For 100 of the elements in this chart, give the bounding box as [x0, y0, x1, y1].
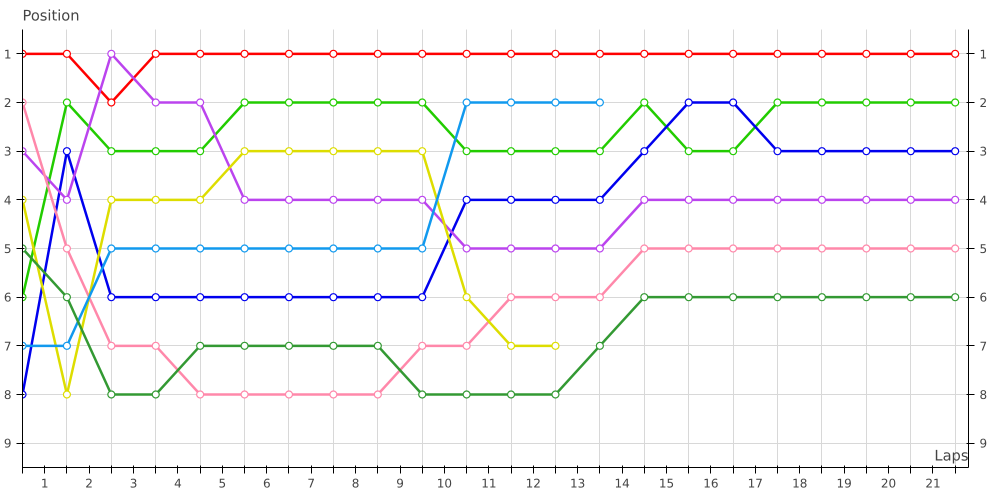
x-tick-label: 16 [703, 476, 719, 490]
point [329, 244, 338, 253]
point [374, 342, 382, 350]
point [152, 98, 160, 107]
point [62, 98, 72, 107]
y2-tick-label: 4 [980, 193, 988, 208]
x-tick-label: 7 [307, 476, 316, 490]
point [62, 390, 72, 399]
point [729, 147, 738, 156]
point [107, 293, 116, 302]
point [196, 342, 204, 350]
point [284, 147, 294, 156]
point [374, 390, 382, 399]
point [196, 244, 204, 253]
point [284, 98, 294, 107]
point [684, 244, 693, 253]
point [62, 147, 72, 156]
point [240, 196, 249, 204]
point [329, 98, 338, 107]
point [107, 98, 116, 107]
point [329, 147, 338, 156]
point [284, 244, 294, 253]
point [152, 293, 160, 302]
point [951, 293, 960, 302]
point [506, 147, 516, 156]
point [462, 147, 471, 156]
point [818, 196, 826, 204]
x-tick-label: 15 [658, 476, 674, 490]
point [240, 390, 249, 399]
point [329, 293, 338, 302]
point [62, 342, 72, 350]
y2-tick-label: 2 [980, 96, 988, 110]
point [418, 342, 426, 350]
point [462, 98, 471, 107]
point [551, 50, 560, 58]
point [462, 293, 471, 302]
point [506, 98, 516, 107]
x-tick-label: 18 [792, 476, 808, 490]
x-tick-label: 17 [748, 476, 763, 490]
point [374, 196, 382, 204]
point [152, 50, 160, 58]
point [329, 342, 338, 350]
point [773, 244, 782, 253]
point [729, 98, 738, 107]
point [196, 293, 204, 302]
point [152, 390, 160, 399]
point [729, 50, 738, 58]
y-tick-label: 1 [4, 47, 12, 62]
point [62, 293, 72, 302]
point [152, 196, 160, 204]
x-tick-label: 8 [352, 476, 360, 490]
point [640, 147, 648, 156]
y-tick-label: 7 [4, 339, 12, 354]
point [551, 196, 560, 204]
point [506, 244, 516, 253]
point [329, 50, 338, 58]
point [818, 244, 826, 253]
point [906, 50, 915, 58]
y2-tick-label: 9 [980, 436, 988, 451]
point [551, 98, 560, 107]
point [596, 342, 604, 350]
point [640, 50, 648, 58]
point [284, 342, 294, 350]
point [640, 98, 648, 107]
y-axis-title: Position [22, 8, 80, 24]
point [240, 147, 249, 156]
point [374, 293, 382, 302]
point [240, 50, 249, 58]
point [951, 50, 960, 58]
point [152, 342, 160, 350]
point [107, 196, 116, 204]
point [196, 147, 204, 156]
y-tick-label: 3 [4, 144, 12, 159]
point [462, 342, 471, 350]
point [951, 147, 960, 156]
point [951, 196, 960, 204]
point [374, 147, 382, 156]
point [107, 342, 116, 350]
x-tick-label: 20 [880, 476, 896, 490]
point [506, 342, 516, 350]
point [418, 293, 426, 302]
point [284, 293, 294, 302]
y2-tick-label: 6 [980, 290, 988, 305]
point [818, 293, 826, 302]
point [951, 244, 960, 253]
point [862, 50, 870, 58]
point [773, 293, 782, 302]
point [284, 50, 294, 58]
y-tick-label: 5 [4, 242, 12, 256]
point [640, 244, 648, 253]
point [773, 196, 782, 204]
point [240, 98, 249, 107]
point [62, 50, 72, 58]
point [506, 293, 516, 302]
x-tick-label: 13 [570, 476, 586, 490]
point [418, 196, 426, 204]
point [551, 390, 560, 399]
point [906, 147, 915, 156]
point [506, 50, 516, 58]
x-axis-title: Laps [934, 448, 969, 464]
